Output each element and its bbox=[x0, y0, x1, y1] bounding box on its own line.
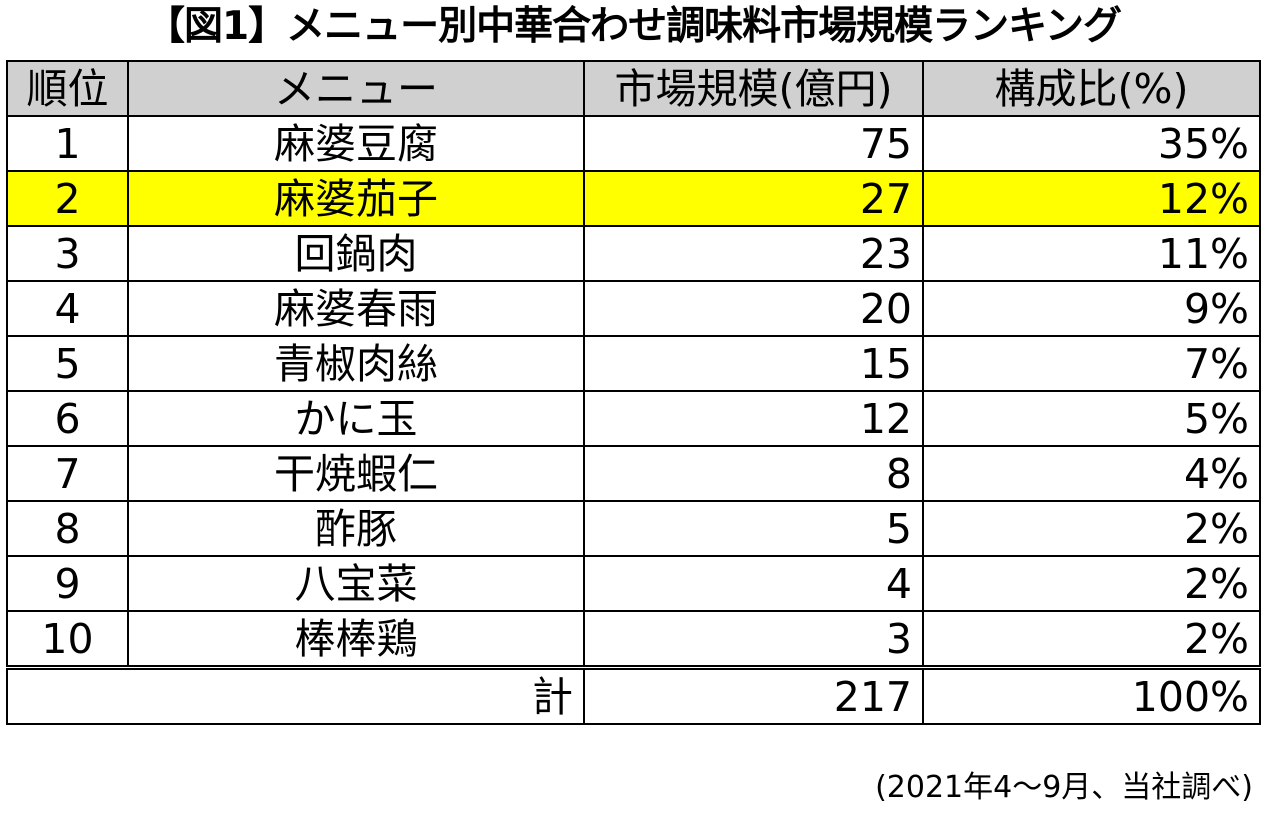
share-cell: 4% bbox=[922, 445, 1261, 502]
total-row: 計 217 100% bbox=[6, 665, 1261, 725]
share-cell: 11% bbox=[922, 225, 1261, 282]
share-cell: 2% bbox=[922, 610, 1261, 669]
table-row: 6 かに玉 12 5% bbox=[6, 390, 1261, 447]
table-row: 3 回鍋肉 23 11% bbox=[6, 225, 1261, 282]
market-size-cell: 23 bbox=[583, 225, 924, 282]
market-size-cell: 75 bbox=[583, 115, 924, 172]
market-size-cell: 27 bbox=[583, 170, 924, 227]
share-cell: 7% bbox=[922, 335, 1261, 392]
table-row: 8 酢豚 5 2% bbox=[6, 500, 1261, 557]
market-size-cell: 3 bbox=[583, 610, 924, 669]
table-row: 7 干焼蝦仁 8 4% bbox=[6, 445, 1261, 502]
rank-cell: 3 bbox=[6, 225, 129, 282]
table-row: 10 棒棒鶏 3 2% bbox=[6, 610, 1261, 669]
rank-cell: 9 bbox=[6, 555, 129, 612]
rank-cell: 4 bbox=[6, 280, 129, 337]
ranking-body: 1 麻婆豆腐 75 35% 2 麻婆茄子 27 12% 3 回鍋肉 23 11% 4 麻婆春雨 20 9% 5 青… bbox=[6, 115, 1261, 669]
rank-cell: 8 bbox=[6, 500, 129, 557]
table-row: 4 麻婆春雨 20 9% bbox=[6, 280, 1261, 337]
market-size-cell: 4 bbox=[583, 555, 924, 612]
share-cell: 2% bbox=[922, 500, 1261, 557]
market-size-cell: 12 bbox=[583, 390, 924, 447]
market-size-cell: 5 bbox=[583, 500, 924, 557]
share-cell: 12% bbox=[922, 170, 1261, 227]
header-share: 構成比(%) bbox=[922, 60, 1261, 117]
source-note: (2021年4～9月、当社調べ) bbox=[875, 770, 1253, 805]
menu-cell: 八宝菜 bbox=[127, 555, 585, 612]
header-rank: 順位 bbox=[6, 60, 129, 117]
share-cell: 5% bbox=[922, 390, 1261, 447]
menu-cell: 回鍋肉 bbox=[127, 225, 585, 282]
menu-cell: 棒棒鶏 bbox=[127, 610, 585, 669]
total-label: 計 bbox=[6, 665, 585, 725]
table-row: 5 青椒肉絲 15 7% bbox=[6, 335, 1261, 392]
rank-cell: 10 bbox=[6, 610, 129, 669]
rank-cell: 6 bbox=[6, 390, 129, 447]
menu-cell: 酢豚 bbox=[127, 500, 585, 557]
rank-cell: 1 bbox=[6, 115, 129, 172]
share-cell: 2% bbox=[922, 555, 1261, 612]
table-row: 1 麻婆豆腐 75 35% bbox=[6, 115, 1261, 172]
header-row: 順位 メニュー 市場規模(億円) 構成比(%) bbox=[6, 60, 1261, 117]
header-market-size: 市場規模(億円) bbox=[583, 60, 924, 117]
total-share: 100% bbox=[922, 665, 1261, 725]
menu-cell: 麻婆茄子 bbox=[127, 170, 585, 227]
ranking-table: 順位 メニュー 市場規模(億円) 構成比(%) 1 麻婆豆腐 75 35% 2 麻婆茄子 2… bbox=[6, 60, 1261, 725]
share-cell: 9% bbox=[922, 280, 1261, 337]
total-market-size: 217 bbox=[583, 665, 924, 725]
menu-cell: 干焼蝦仁 bbox=[127, 445, 585, 502]
rank-cell: 2 bbox=[6, 170, 129, 227]
market-size-cell: 20 bbox=[583, 280, 924, 337]
menu-cell: 青椒肉絲 bbox=[127, 335, 585, 392]
rank-cell: 5 bbox=[6, 335, 129, 392]
table-row: 9 八宝菜 4 2% bbox=[6, 555, 1261, 612]
header-menu: メニュー bbox=[127, 60, 585, 117]
rank-cell: 7 bbox=[6, 445, 129, 502]
menu-cell: かに玉 bbox=[127, 390, 585, 447]
menu-cell: 麻婆豆腐 bbox=[127, 115, 585, 172]
table-row: 2 麻婆茄子 27 12% bbox=[6, 170, 1261, 227]
market-size-cell: 8 bbox=[583, 445, 924, 502]
market-size-cell: 15 bbox=[583, 335, 924, 392]
page-title: 【図1】メニュー別中華合わせ調味料市場規模ランキング bbox=[146, 4, 1122, 49]
share-cell: 35% bbox=[922, 115, 1261, 172]
menu-cell: 麻婆春雨 bbox=[127, 280, 585, 337]
